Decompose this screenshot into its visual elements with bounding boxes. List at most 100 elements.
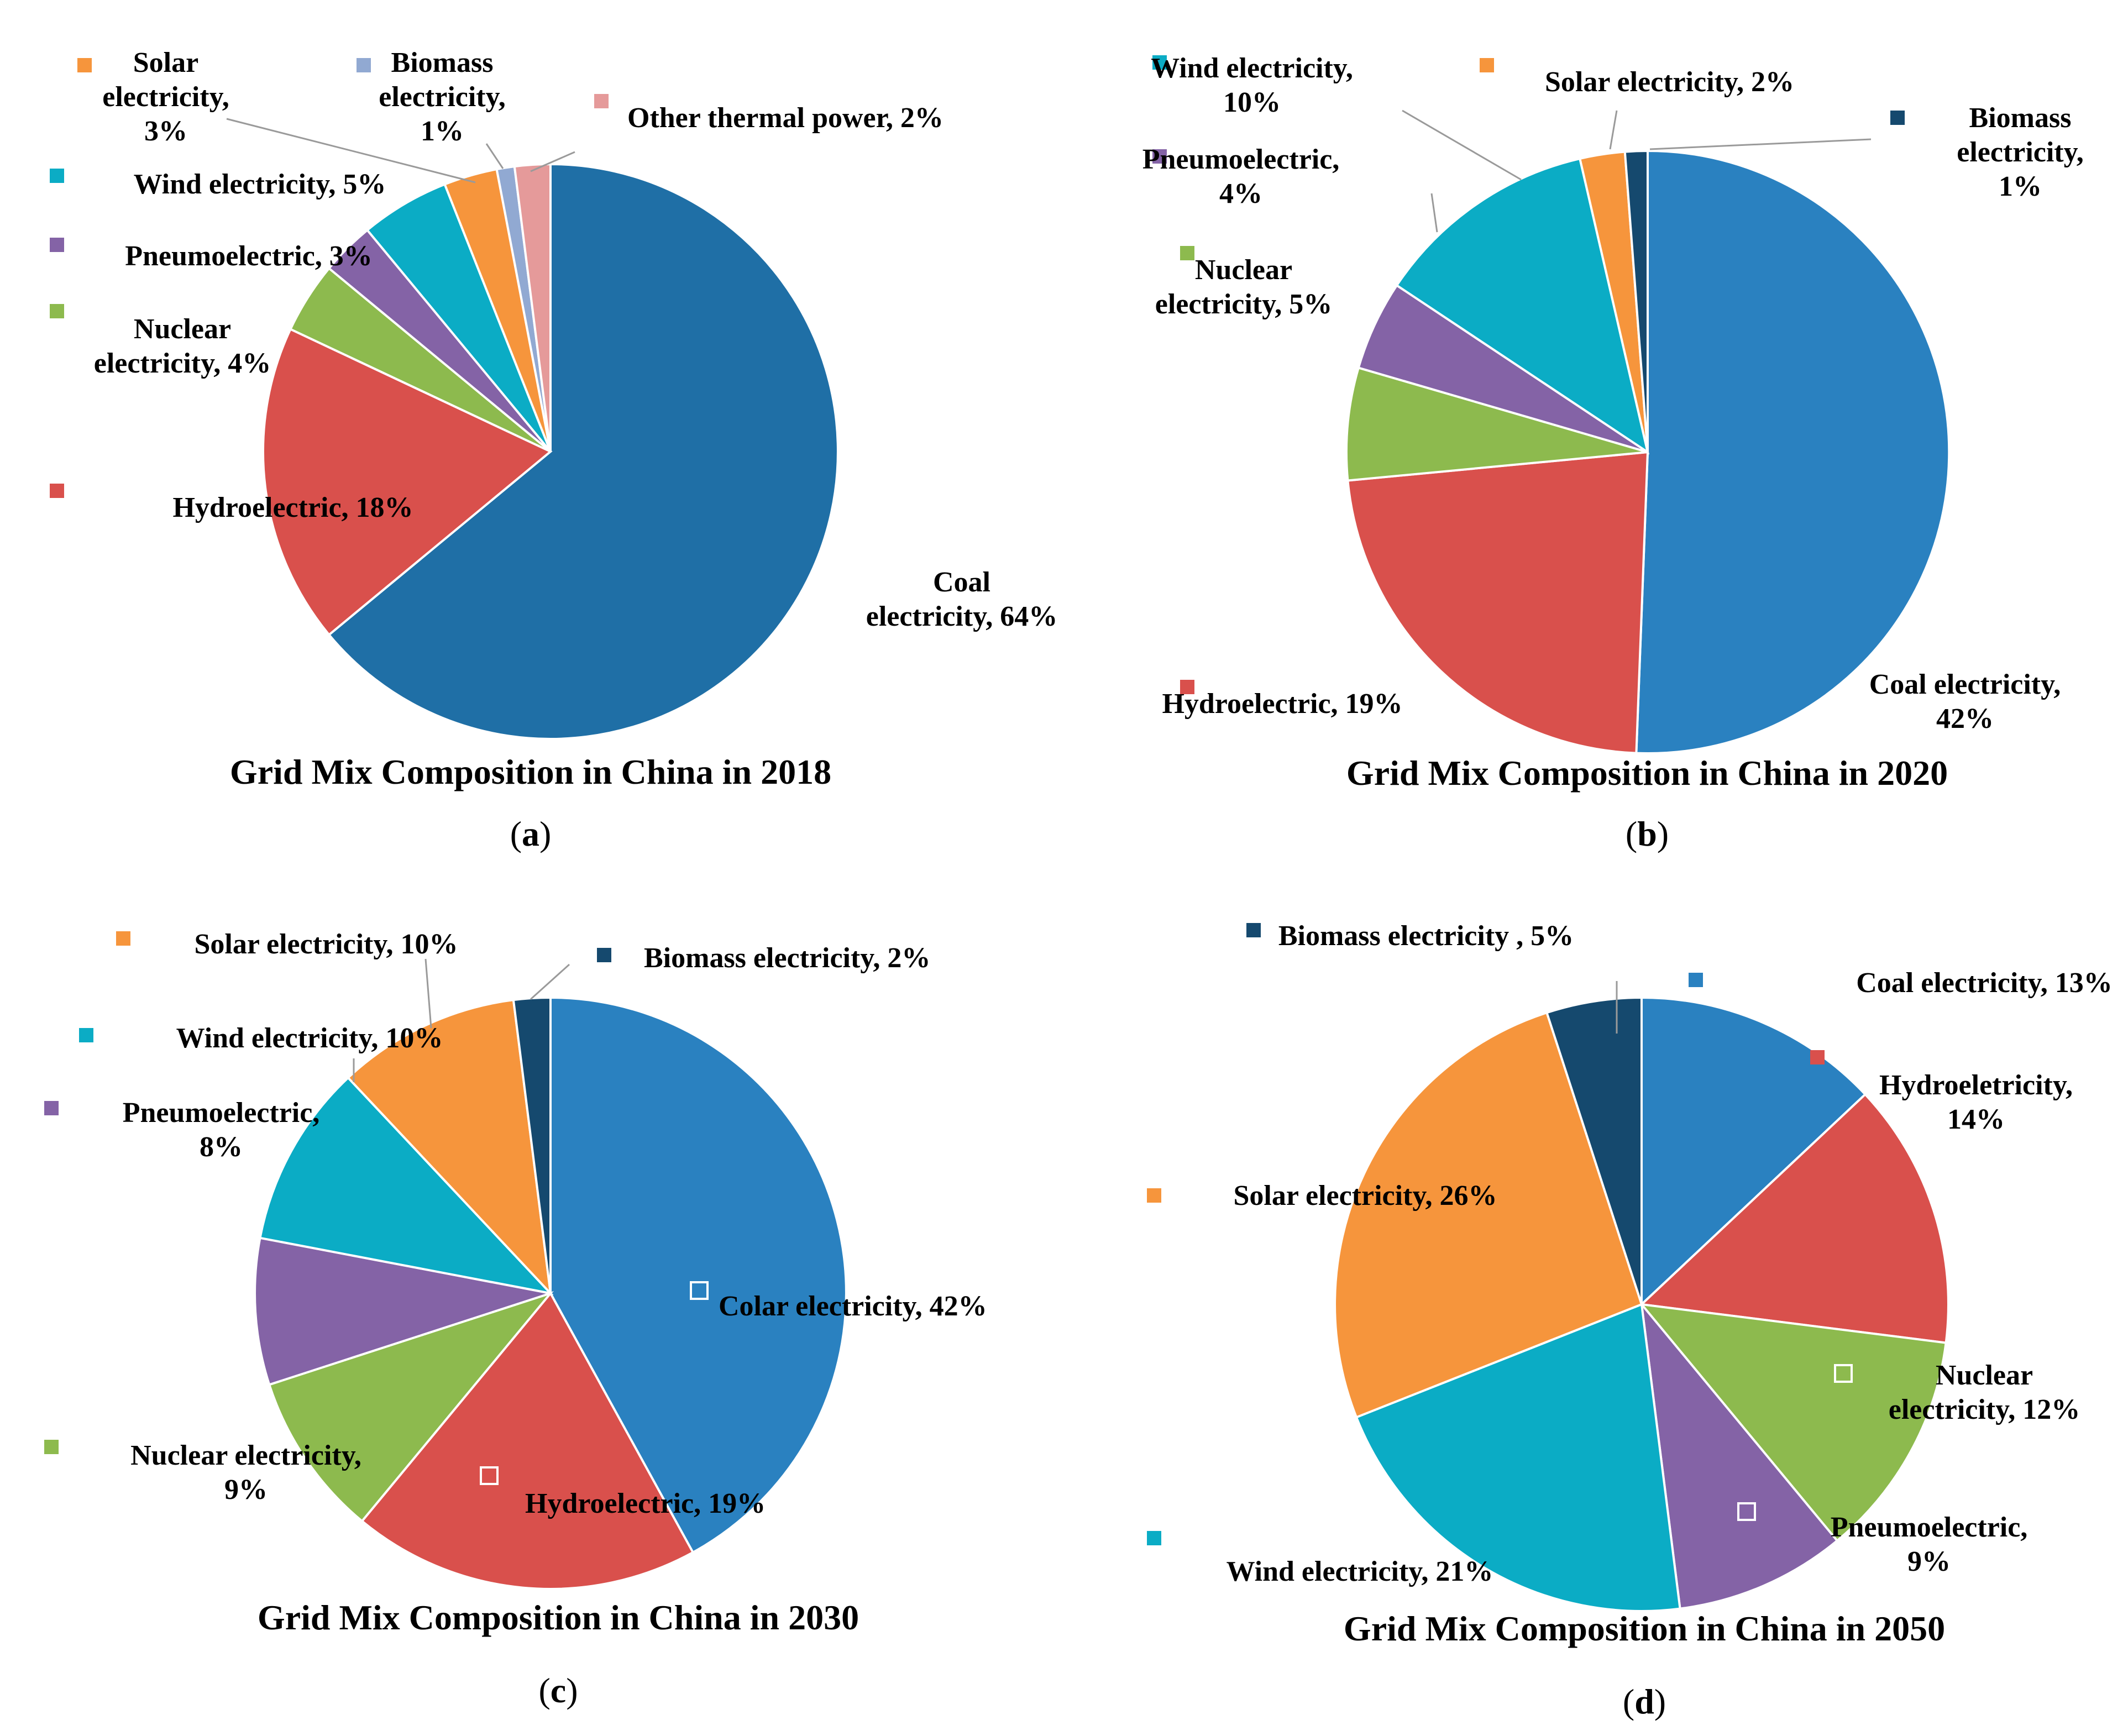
chart-title: Grid Mix Composition in China in 2020	[1346, 753, 1948, 793]
pie-slice-hydroelectric	[360, 1291, 695, 1590]
legend-marker-biomass-electricity	[1246, 923, 1261, 937]
data-label-biomass-electricity: Biomass electricity, 1%	[1957, 102, 2084, 202]
legend-marker-wind-electricity	[50, 169, 64, 183]
data-label-nuclear-electricity: Nuclear electricity, 9%	[130, 1440, 361, 1506]
data-label-biomass-electricity: Biomass electricity , 5%	[1278, 920, 1574, 952]
pie-slices	[254, 996, 847, 1590]
pie-slice-hydroeletricity	[1639, 1093, 1949, 1344]
legend-marker-biomass-electricity	[1890, 111, 1905, 125]
chart-title: Grid Mix Composition in China in 2018	[230, 752, 831, 791]
pie-slice-nuclear-electricity	[1639, 1303, 1947, 1543]
pie-slice-wind-electricity	[365, 182, 552, 453]
legend-marker-biomass-electricity	[357, 58, 371, 72]
pie-slice-wind-electricity	[259, 1076, 554, 1296]
pie-slice-pneumoelectric	[1357, 284, 1649, 453]
pie-slices	[261, 162, 839, 740]
legend-marker-pneumoelectric	[1152, 149, 1167, 164]
data-label-solar-electricity: Solar electricity, 3%	[102, 47, 229, 147]
pie-slice-solar-electricity	[1334, 1011, 1643, 1419]
panel-caption: (d)	[1623, 1682, 1666, 1721]
pie-chart-2018: Coal electricity, 64% Hydroelectric, 18% Nu…	[50, 47, 1057, 853]
legend-marker-solar-electricity	[1480, 58, 1494, 72]
data-label-nuclear-electricity: Nuclear electricity, 5%	[1155, 254, 1333, 320]
panel-caption: (c)	[538, 1671, 578, 1710]
data-label-biomass-electricity: Biomass electricity, 1%	[379, 47, 506, 147]
legend-marker-biomass-electricity	[597, 948, 611, 962]
legend-marker-coal-electricity	[1807, 660, 1822, 675]
legend-marker-pneumoelectric	[44, 1101, 59, 1115]
chart-title: Grid Mix Composition in China in 2030	[258, 1598, 859, 1637]
pie-slices	[1334, 996, 1949, 1612]
legend-marker-wind-electricity	[79, 1028, 93, 1042]
leader-line-biomass-electricity	[530, 963, 570, 1000]
legend-marker-solar-electricity	[1147, 1188, 1161, 1203]
data-label-hydroelectric: Hydroelectric, 19%	[525, 1488, 766, 1519]
data-label-pneumoelectric: Pneumoelectric, 3%	[125, 240, 373, 272]
legend-marker-wind-electricity	[1147, 1531, 1161, 1545]
data-label-solar-electricity: Solar electricity, 26%	[1233, 1180, 1497, 1211]
slice-labels: Coal electricity, 64% Hydroelectric, 18% Nu…	[50, 47, 1057, 632]
pie-slice-coal-electricity	[1640, 996, 1867, 1307]
pie-chart-2030: Colar electricity, 42% Hydroelectric, 19%…	[44, 929, 987, 1710]
legend-marker-pneumoelectric	[50, 238, 64, 252]
pie-slice-hydroelectric	[1346, 450, 1649, 754]
pie-slices	[1345, 149, 1951, 754]
pie-slice-nuclear-electricity	[268, 1291, 554, 1523]
data-label-solar-electricity: Solar electricity, 10%	[194, 929, 458, 960]
pie-slice-solar-electricity	[346, 998, 552, 1297]
chart-panel-2030: Colar electricity, 42% Hydroelectric, 19%…	[0, 868, 1064, 1735]
data-label-pneumoelectric: Pneumoelectric, 4%	[1142, 144, 1340, 209]
data-label-pneumoelectric: Pneumoelectric, 9%	[1831, 1512, 2028, 1577]
data-label-other-thermal-power: Other thermal power, 2%	[627, 102, 944, 134]
legend-marker-coal-electricity	[1689, 973, 1703, 987]
pie-slice-wind-electricity	[1395, 157, 1650, 455]
pie-slice-other-thermal-power	[513, 162, 552, 452]
leader-line-solar-electricity	[226, 118, 476, 183]
leader-line-biomass-electricity	[485, 143, 504, 169]
label-marker-nuclear-electricity	[1834, 1364, 1853, 1383]
legend-marker-hydroelectric	[1180, 680, 1194, 694]
data-label-wind-electricity: Wind electricity, 21%	[1227, 1556, 1493, 1587]
legend-marker-wind-electricity	[1152, 55, 1167, 70]
data-label-pneumoelectric: Pneumoelectric, 8%	[123, 1097, 320, 1163]
chart-panel-2018: Coal electricity, 64% Hydroelectric, 18% Nu…	[0, 0, 1064, 868]
pie-slice-pneumoelectric	[1640, 1300, 1839, 1610]
data-label-wind-electricity: Wind electricity, 10%	[176, 1022, 443, 1054]
leader-line-wind-electricity	[1402, 109, 1522, 181]
chart-title: Grid Mix Composition in China in 2050	[1344, 1609, 1945, 1648]
pie-slice-coal-electricity	[1635, 149, 1951, 754]
chart-panel-2050: Coal electricity, 13% Hydroeletricity, 14%…	[1064, 868, 2128, 1735]
panel-caption: (a)	[510, 814, 552, 853]
legend-marker-hydroeletricity	[1810, 1050, 1825, 1064]
data-label-colar-electricity: Colar electricity, 42%	[719, 1291, 987, 1322]
data-label-hydroelectric: Hydroelectric, 18%	[172, 492, 413, 523]
pie-slice-coal-electricity	[327, 162, 839, 740]
data-label-coal-electricity: Coal electricity, 42%	[1869, 669, 2061, 735]
legend-marker-nuclear-electricity	[1180, 246, 1194, 260]
legend-marker-solar-electricity	[77, 58, 92, 72]
leader-line-other-thermal-power	[530, 151, 575, 172]
pie-slice-pneumoelectric	[254, 1236, 551, 1386]
data-label-wind-electricity: Wind electricity, 5%	[134, 169, 386, 200]
leader-line-pneumoelectric	[1430, 193, 1438, 233]
pie-chart-2020: Coal electricity, 42% Hydroelectric, 19% Nu…	[1142, 53, 2084, 853]
label-marker-pneumoelectric	[1737, 1502, 1756, 1521]
data-label-nuclear-electricity: Nuclear electricity, 4%	[94, 313, 271, 379]
chart-panel-2020: Coal electricity, 42% Hydroelectric, 19% Nu…	[1064, 0, 2128, 868]
pie-slice-biomass-electricity	[1623, 149, 1649, 453]
legend-marker-nuclear-electricity	[50, 304, 64, 318]
data-label-coal-electricity: Coal electricity, 64%	[866, 567, 1058, 632]
slice-labels: Coal electricity, 13% Hydroeletricity, 14%…	[1147, 920, 2113, 1587]
slice-labels: Coal electricity, 42% Hydroelectric, 19% Nu…	[1142, 53, 2084, 735]
leader-line-biomass-electricity	[1649, 138, 1872, 150]
data-label-hydroeletricity: Hydroeletricity, 14%	[1879, 1069, 2073, 1135]
legend-marker-solar-electricity	[116, 931, 130, 946]
data-label-solar-electricity: Solar electricity, 2%	[1545, 66, 1794, 98]
label-marker-hydroelectric	[480, 1466, 499, 1485]
data-label-nuclear-electricity: Nuclear electricity, 12%	[1889, 1360, 2080, 1425]
pie-chart-2050: Coal electricity, 13% Hydroeletricity, 14%…	[1147, 920, 2113, 1721]
data-label-biomass-electricity: Biomass electricity, 2%	[644, 942, 930, 974]
pie-slice-hydroelectric	[261, 327, 553, 637]
data-label-wind-electricity: Wind electricity, 10%	[1151, 53, 1353, 118]
data-label-coal-electricity: Coal electricity, 13%	[1856, 967, 2113, 999]
